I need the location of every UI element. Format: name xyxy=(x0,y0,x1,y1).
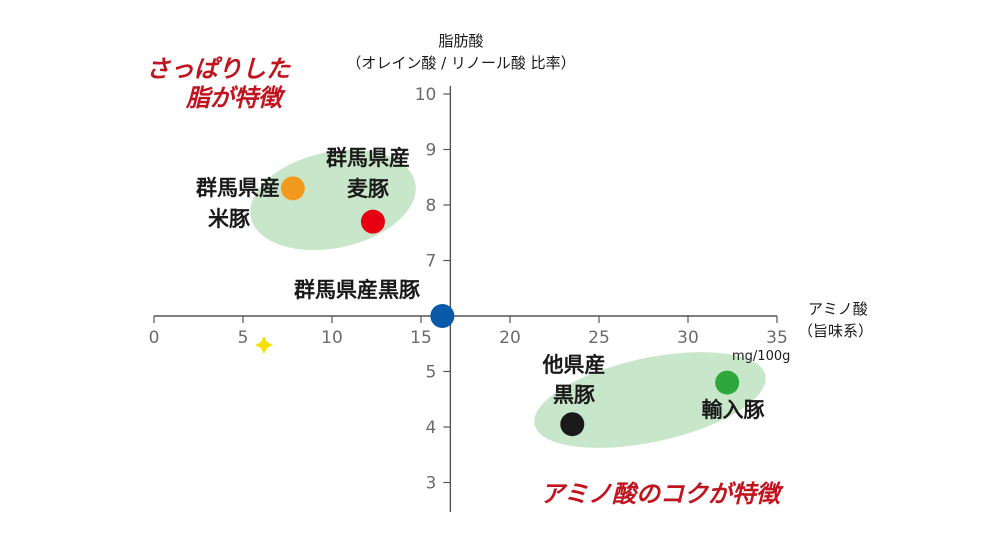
callout-koku: アミノ酸のコクが特徴 xyxy=(540,480,784,508)
y-tick-label-9: 9 xyxy=(426,141,437,161)
point-label-taken-line2: 黒豚 xyxy=(553,383,595,407)
point-label-taken-line1: 他県産 xyxy=(542,353,606,377)
x-tick-label-20: 20 xyxy=(499,328,521,348)
point-label-yunyu: 輸入豚 xyxy=(702,398,765,422)
x-tick-label-5: 5 xyxy=(238,328,249,348)
point-label-kome-line2: 米豚 xyxy=(208,207,250,231)
data-point-3 xyxy=(560,412,585,437)
data-point-1 xyxy=(360,209,385,234)
group-ellipse-other xyxy=(534,352,766,448)
y-tick-label-7: 7 xyxy=(426,252,437,272)
data-points xyxy=(280,176,740,437)
y-tick-label-10: 10 xyxy=(415,85,437,105)
callout-sappari-line1: さっぱりした xyxy=(146,55,291,83)
axes xyxy=(154,86,777,512)
y-tick-label-8: 8 xyxy=(426,196,437,216)
y-tick-label-4: 4 xyxy=(426,418,437,438)
point-label-mugi-line1: 群馬県産 xyxy=(326,146,410,170)
ticks: 0 5 10 15 20 25 30 35 7 8 9 10 3 4 5 xyxy=(149,85,788,494)
point-label-mugi-line2: 麦豚 xyxy=(347,177,389,201)
data-point-0 xyxy=(280,176,305,201)
x-axis-title: アミノ酸 xyxy=(808,300,868,318)
x-tick-label-0: 0 xyxy=(149,328,160,348)
y-axis-title: 脂肪酸 xyxy=(438,32,483,50)
point-label-kome-line1: 群馬県産 xyxy=(196,176,280,200)
point-label-kurobuta: 群馬県産黒豚 xyxy=(294,278,420,302)
x-axis-unit: mg/100g xyxy=(732,349,790,364)
x-tick-label-10: 10 xyxy=(321,328,343,348)
data-point-2 xyxy=(430,304,455,328)
x-axis-subtitle: （旨味系） xyxy=(798,322,873,340)
x-tick-label-30: 30 xyxy=(677,328,699,348)
callout-sappari-line2: 脂が特徴 xyxy=(185,84,286,112)
data-point-4 xyxy=(715,370,740,395)
sparkle-icon xyxy=(255,336,273,354)
y-axis-subtitle: （オレイン酸 / リノール酸 比率） xyxy=(346,54,575,72)
x-tick-label-15: 15 xyxy=(410,328,432,348)
x-tick-label-35: 35 xyxy=(766,328,788,348)
y-tick-label-3: 3 xyxy=(426,474,437,494)
y-tick-label-5: 5 xyxy=(426,363,437,383)
x-tick-label-25: 25 xyxy=(588,328,610,348)
